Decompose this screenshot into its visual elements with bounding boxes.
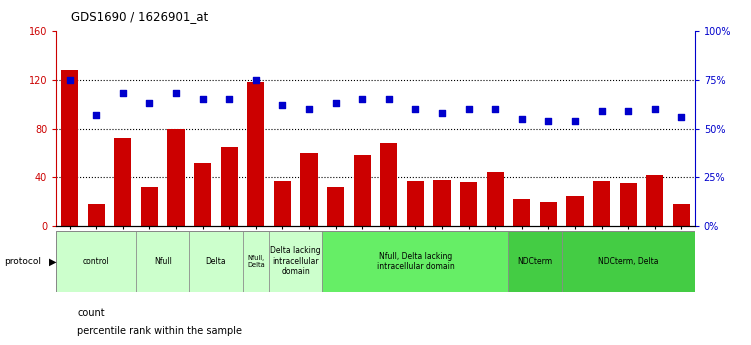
Bar bbox=[380, 143, 397, 226]
Bar bbox=[322, 231, 508, 292]
Point bbox=[516, 116, 528, 121]
Point bbox=[143, 100, 155, 106]
Point bbox=[622, 108, 634, 114]
Bar bbox=[433, 180, 451, 226]
Point bbox=[436, 110, 448, 116]
Text: NDCterm, Delta: NDCterm, Delta bbox=[598, 257, 659, 266]
Point bbox=[64, 77, 76, 82]
Text: protocol: protocol bbox=[4, 257, 41, 266]
Text: GDS1690 / 1626901_at: GDS1690 / 1626901_at bbox=[71, 10, 209, 23]
Text: count: count bbox=[77, 308, 105, 318]
Point bbox=[117, 91, 129, 96]
Bar bbox=[221, 147, 238, 226]
Bar bbox=[61, 70, 78, 226]
Text: NDCterm: NDCterm bbox=[517, 257, 553, 266]
Point bbox=[675, 114, 687, 120]
Point bbox=[383, 97, 395, 102]
Point bbox=[463, 106, 475, 112]
Bar bbox=[562, 231, 695, 292]
Bar bbox=[540, 201, 557, 226]
Text: Nfull,
Delta: Nfull, Delta bbox=[247, 255, 264, 268]
Bar bbox=[620, 183, 637, 226]
Point bbox=[223, 97, 235, 102]
Text: Delta: Delta bbox=[206, 257, 226, 266]
Point bbox=[90, 112, 102, 118]
Bar bbox=[140, 187, 158, 226]
Point bbox=[649, 106, 661, 112]
Bar bbox=[194, 162, 211, 226]
Bar bbox=[88, 204, 105, 226]
Point bbox=[356, 97, 368, 102]
Point bbox=[542, 118, 554, 124]
Point bbox=[197, 97, 209, 102]
Bar bbox=[327, 187, 344, 226]
Bar bbox=[513, 199, 530, 226]
Bar bbox=[487, 172, 504, 226]
Text: Nfull: Nfull bbox=[154, 257, 172, 266]
Point bbox=[250, 77, 262, 82]
Bar bbox=[300, 153, 318, 226]
Bar bbox=[593, 181, 611, 226]
Point bbox=[170, 91, 182, 96]
Point bbox=[330, 100, 342, 106]
Bar bbox=[247, 82, 264, 226]
Bar bbox=[56, 231, 136, 292]
Point bbox=[409, 106, 421, 112]
Text: percentile rank within the sample: percentile rank within the sample bbox=[77, 326, 243, 335]
Bar bbox=[354, 155, 371, 226]
Bar bbox=[274, 181, 291, 226]
Bar bbox=[407, 181, 424, 226]
Bar bbox=[460, 182, 477, 226]
Bar bbox=[189, 231, 243, 292]
Point bbox=[596, 108, 608, 114]
Text: control: control bbox=[83, 257, 110, 266]
Point bbox=[276, 102, 288, 108]
Bar bbox=[646, 175, 663, 226]
Bar bbox=[673, 204, 690, 226]
Bar bbox=[243, 231, 269, 292]
Point bbox=[489, 106, 501, 112]
Bar bbox=[566, 196, 584, 226]
Text: ▶: ▶ bbox=[49, 256, 56, 266]
Point bbox=[303, 106, 315, 112]
Text: Delta lacking
intracellular
domain: Delta lacking intracellular domain bbox=[270, 246, 321, 276]
Bar bbox=[167, 128, 185, 226]
Bar bbox=[269, 231, 322, 292]
Bar bbox=[136, 231, 189, 292]
Point bbox=[569, 118, 581, 124]
Bar bbox=[114, 138, 131, 226]
Bar bbox=[508, 231, 562, 292]
Text: Nfull, Delta lacking
intracellular domain: Nfull, Delta lacking intracellular domai… bbox=[376, 252, 454, 271]
